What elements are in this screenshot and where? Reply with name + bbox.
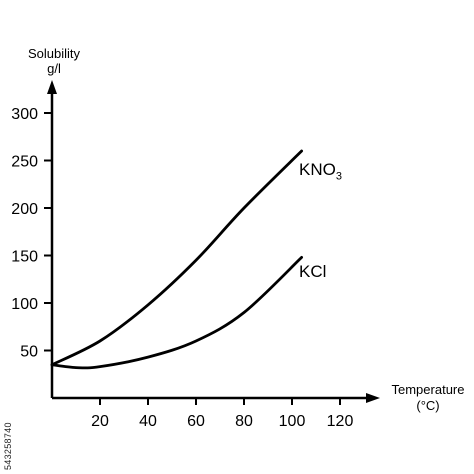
x-tick-label: 20 <box>91 413 109 430</box>
y-axis-arrow <box>47 80 57 94</box>
y-ticks: 50 100 150 200 250 300 <box>11 106 52 361</box>
y-tick-label: 300 <box>11 106 38 123</box>
series-label-kcl: KCl <box>299 262 326 282</box>
x-axis-label-line1: Temperature <box>391 382 465 397</box>
y-axis-label-line2: g/l <box>47 61 61 76</box>
y-tick-label: 150 <box>11 249 38 266</box>
series-label-kcl-main: KCl <box>299 262 327 281</box>
y-axis-label: Solubility g/l <box>22 46 86 76</box>
x-tick-label: 100 <box>279 413 306 430</box>
series-label-kno3-main: KNO <box>299 160 336 179</box>
series-label-kno3-sub: 3 <box>335 170 342 183</box>
axes <box>47 80 380 403</box>
x-tick-label: 60 <box>187 413 205 430</box>
x-axis-label: Temperature (°C) <box>382 382 474 414</box>
watermark-id: 543258740 <box>3 422 13 470</box>
y-tick-label: 50 <box>20 344 38 361</box>
x-axis-label-line2: (°C) <box>416 398 440 413</box>
x-tick-label: 120 <box>327 413 354 430</box>
x-tick-label: 40 <box>139 413 157 430</box>
series-label-kno3: KNO3 <box>299 160 342 182</box>
y-tick-label: 100 <box>11 296 38 313</box>
x-axis-arrow <box>366 393 380 403</box>
x-ticks: 20 40 60 80 100 120 <box>91 398 353 430</box>
series-lines <box>50 149 303 370</box>
y-axis-label-line1: Solubility <box>27 46 81 61</box>
series-line-kcl <box>50 255 303 370</box>
series-line-kno3 <box>50 149 303 367</box>
x-tick-label: 80 <box>235 413 253 430</box>
y-tick-label: 200 <box>11 201 38 218</box>
y-tick-label: 250 <box>11 154 38 171</box>
